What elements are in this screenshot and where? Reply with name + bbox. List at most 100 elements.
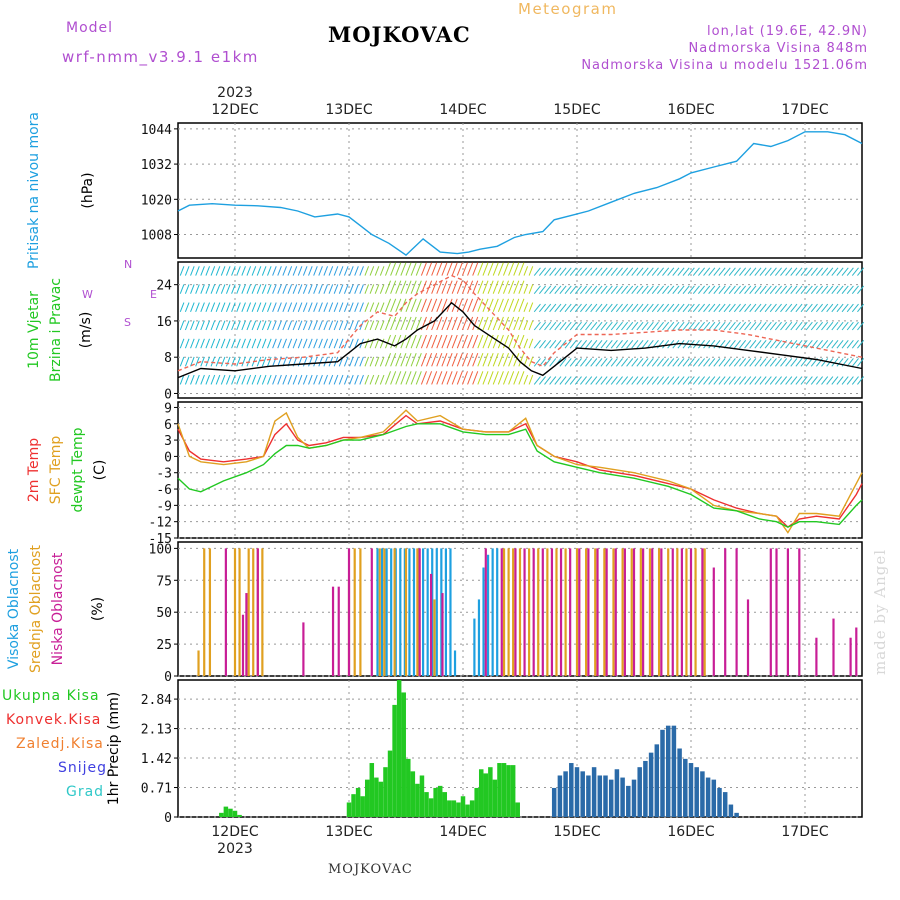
precip-bar — [424, 792, 429, 817]
wind-barb — [467, 371, 474, 385]
wind-barb — [497, 334, 504, 349]
station-elevation: Nadmorska Visina 848m — [688, 41, 868, 56]
wind-barb — [369, 356, 375, 367]
wind-barb — [585, 376, 593, 385]
wind-barb — [354, 374, 359, 385]
wind-barb — [810, 376, 818, 385]
wind-barb — [821, 376, 829, 385]
wind-barb — [277, 356, 282, 367]
wind-barb — [487, 280, 494, 294]
wind-barb — [349, 374, 354, 385]
wind-barb — [846, 267, 854, 276]
cloud-bar — [632, 548, 636, 676]
wind-barb — [318, 320, 323, 331]
wind-barb — [405, 280, 412, 294]
wind-barb — [518, 280, 525, 294]
wind-barb — [277, 266, 282, 276]
wind-barb — [436, 280, 443, 294]
wind-barb — [354, 338, 359, 349]
wind-barb — [184, 320, 190, 331]
wind-barb — [569, 339, 577, 349]
wind-barb — [759, 321, 767, 331]
precip-bar — [433, 787, 438, 817]
cloud-bar — [569, 548, 572, 676]
precip-bar — [232, 810, 238, 817]
wind-barb — [569, 267, 577, 276]
wind-barb — [631, 303, 639, 313]
wind-barb — [646, 321, 654, 331]
wind-barb — [220, 374, 226, 385]
wind-barb — [513, 353, 520, 367]
wind-barb — [461, 371, 468, 385]
wind-barb — [713, 321, 721, 331]
wind-barb — [621, 303, 629, 313]
wind-barb — [251, 266, 257, 276]
wind-barb — [836, 358, 844, 367]
wind-barb — [282, 284, 287, 294]
wind-barb — [759, 358, 767, 367]
wind-barb — [682, 285, 690, 295]
cloud-bar — [596, 548, 599, 676]
wind-barb — [400, 262, 407, 276]
wind-barb — [846, 339, 854, 349]
wind-barb — [559, 303, 567, 313]
wind-barb — [857, 358, 865, 367]
wind-barb — [272, 338, 277, 349]
wind-barb — [241, 356, 246, 367]
wind-barb — [805, 285, 813, 295]
wind-barb — [749, 376, 757, 385]
wind-barb — [569, 285, 577, 295]
wind-barb — [851, 376, 859, 385]
precip-bar — [551, 787, 557, 817]
wind-barb — [626, 376, 634, 385]
wind-barb — [538, 303, 546, 313]
wind-barb — [759, 285, 767, 295]
cloud-ytick-label: 0 — [164, 670, 172, 685]
wind-dir-east: E — [150, 288, 157, 301]
wind-barb — [215, 356, 221, 367]
wind-barb — [385, 262, 392, 276]
wind-barb — [456, 353, 463, 367]
wind-barb — [220, 302, 226, 313]
wind-barb — [333, 320, 339, 331]
wind-barb — [405, 316, 412, 331]
cloud-bar — [578, 548, 581, 676]
wind-barb — [646, 358, 654, 367]
wind-barb — [477, 334, 484, 349]
wind-barb — [708, 285, 716, 295]
wind-dir-west: W — [82, 288, 93, 301]
wind-barb — [477, 298, 484, 313]
wind-barb — [231, 356, 236, 367]
wind-barb — [205, 302, 211, 313]
wind-barb — [800, 267, 808, 276]
cloud-bar — [550, 548, 554, 676]
wind-barb — [225, 338, 231, 349]
wind-barb — [456, 334, 463, 349]
wind-barb — [472, 316, 479, 331]
wind-barb — [533, 376, 541, 385]
wind-barb — [385, 316, 392, 331]
wind-barb — [528, 320, 534, 331]
wind-barb — [672, 376, 680, 385]
wind-barb — [687, 285, 695, 295]
wind-barb — [359, 284, 364, 294]
wind-barb — [831, 285, 839, 295]
wind-barb — [554, 303, 562, 313]
wind-barb — [374, 374, 380, 385]
wind-barb — [343, 266, 349, 276]
top-day-label: 16DEC — [667, 102, 714, 118]
wind-barb — [723, 321, 731, 331]
wind-barb — [857, 376, 865, 385]
precip-bar — [442, 792, 448, 817]
wind-barb — [467, 298, 474, 313]
cloud-bar — [224, 548, 227, 676]
wind-barb — [790, 303, 798, 313]
wind-barb — [692, 303, 700, 313]
wind-barb — [615, 339, 623, 349]
wind-barb — [636, 267, 644, 276]
wind-barb — [431, 280, 438, 294]
wind-barb — [210, 356, 216, 367]
wind-barb — [277, 284, 282, 294]
wind-barb — [246, 284, 252, 294]
model-label: Model — [66, 20, 114, 36]
